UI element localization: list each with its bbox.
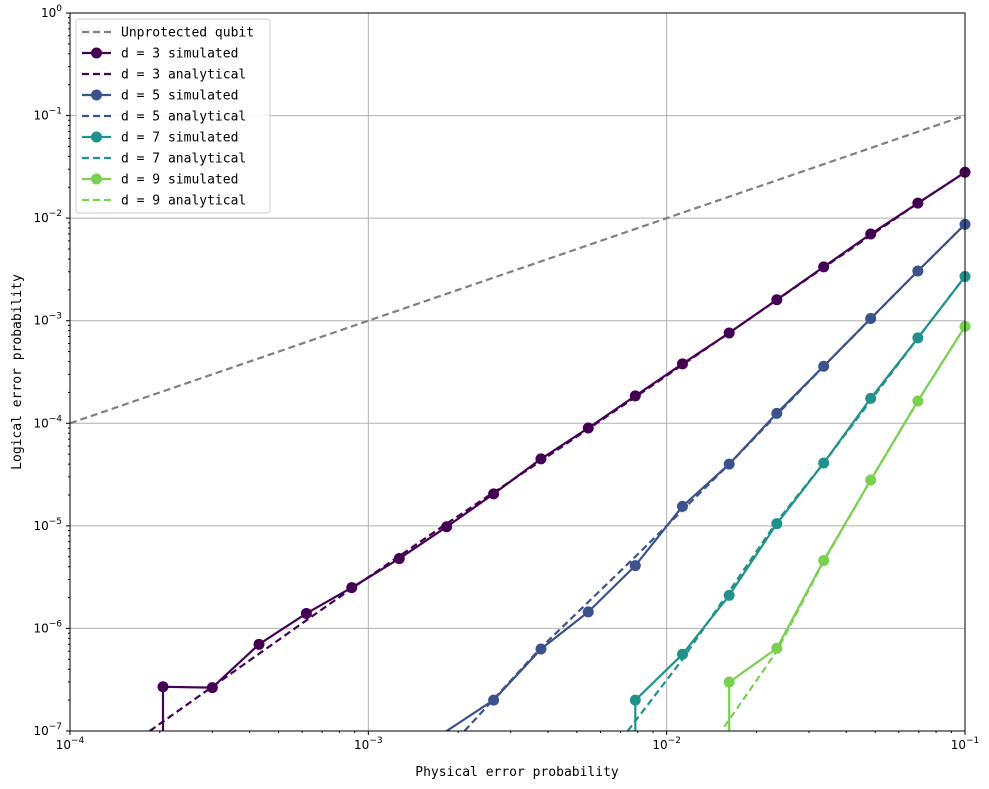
data-point-d-5-simulated <box>535 643 547 655</box>
data-point-d-3-simulated <box>582 422 594 434</box>
data-point-d-3-simulated <box>912 197 924 209</box>
legend-marker-d-3-simulated <box>91 47 102 59</box>
data-point-d-5-simulated <box>818 360 830 372</box>
x-tick-label: 10−2 <box>652 736 681 752</box>
legend-box <box>75 18 271 214</box>
y-tick-label: 10−6 <box>33 619 62 635</box>
data-point-d-9-simulated <box>771 642 783 654</box>
data-point-d-3-simulated <box>865 228 877 240</box>
data-point-d-9-simulated <box>723 676 735 688</box>
data-point-d-3-simulated <box>157 681 169 693</box>
y-axis-ticks: 10−7 10−6 10−5 10−4 10−3 10−2 10−1 100 <box>33 4 70 738</box>
x-axis-label: Physical error probability <box>415 765 619 780</box>
series-line-d-5-analytical <box>463 223 965 731</box>
y-tick-label: 10−5 <box>33 517 62 533</box>
y-tick-label: 10−3 <box>33 312 62 328</box>
y-tick-label: 10−1 <box>33 107 62 123</box>
data-point-d-7-simulated <box>723 589 735 601</box>
series-line-unprotected-qubit <box>70 114 965 425</box>
data-point-d-3-simulated <box>346 582 358 594</box>
data-point-d-3-simulated <box>818 261 830 273</box>
legend-label-d-9-analytical: d = 9 analytical <box>121 194 246 209</box>
legend-label-d-5-simulated: d = 5 simulated <box>121 89 238 104</box>
data-point-d-3-simulated <box>771 294 783 306</box>
data-point-d-9-simulated <box>818 554 830 566</box>
data-point-d-3-simulated <box>535 453 547 465</box>
data-point-d-7-simulated <box>818 457 830 469</box>
data-point-d-3-simulated <box>441 521 453 533</box>
data-point-d-7-simulated <box>629 694 641 706</box>
legend-label-d-7-simulated: d = 7 simulated <box>121 131 238 146</box>
data-point-d-3-simulated <box>677 358 689 370</box>
grid <box>70 13 965 731</box>
data-point-d-5-simulated <box>865 313 877 325</box>
y-tick-label: 10−4 <box>33 414 62 430</box>
legend-marker-d-7-simulated <box>91 131 102 143</box>
x-tick-label: 10−3 <box>354 736 383 752</box>
data-point-d-3-simulated <box>300 607 312 619</box>
data-point-d-5-simulated <box>629 560 641 572</box>
data-point-d-5-simulated <box>677 500 689 512</box>
y-axis-label: Logical error probability <box>10 274 25 470</box>
series-line-d-9-analytical <box>723 325 965 728</box>
data-point-d-7-simulated <box>912 332 924 344</box>
data-point-d-3-simulated <box>393 553 405 565</box>
data-point-d-3-simulated <box>253 638 265 650</box>
legend-marker-d-9-simulated <box>91 173 102 185</box>
data-point-d-3-simulated <box>629 390 641 402</box>
legend-label-unprotected-qubit: Unprotected qubit <box>121 26 254 41</box>
data-point-d-5-simulated <box>488 694 500 706</box>
y-tick-label: 10−7 <box>33 722 62 738</box>
data-point-d-7-simulated <box>677 648 689 660</box>
legend-marker-d-5-simulated <box>91 89 102 101</box>
series-line-d-5-simulated <box>445 223 965 731</box>
data-point-d-5-simulated <box>723 458 735 470</box>
data-point-d-5-simulated <box>912 265 924 277</box>
series-line-d-3-simulated <box>161 171 965 731</box>
x-tick-label: 10−4 <box>56 736 85 752</box>
x-axis-ticks: 10−4 10−3 10−2 10−1 <box>56 731 980 752</box>
y-tick-label: 100 <box>41 4 62 20</box>
x-tick-label: 10−1 <box>951 736 980 752</box>
data-point-d-7-simulated <box>771 518 783 530</box>
data-point-d-9-simulated <box>865 474 877 486</box>
plot-frame <box>69 12 966 732</box>
data-point-d-5-simulated <box>771 407 783 419</box>
legend-label-d-9-simulated: d = 9 simulated <box>121 173 238 188</box>
legend-label-d-3-simulated: d = 3 simulated <box>121 47 238 62</box>
legend-label-d-3-analytical: d = 3 analytical <box>121 68 246 83</box>
marker-layer <box>157 166 971 706</box>
data-point-d-3-simulated <box>723 327 735 339</box>
data-point-d-7-simulated <box>865 392 877 404</box>
legend-label-d-7-analytical: d = 7 analytical <box>121 152 246 167</box>
legend-label-d-5-analytical: d = 5 analytical <box>121 110 246 125</box>
legend: Unprotected qubit d = 3 simulated d = 3 an… <box>75 18 271 214</box>
y-tick-label: 10−2 <box>33 209 62 225</box>
data-point-d-3-simulated <box>488 488 500 500</box>
data-point-d-5-simulated <box>582 606 594 618</box>
data-point-d-9-simulated <box>912 395 924 407</box>
series-line-d-3-analytical <box>149 171 965 731</box>
data-point-d-3-simulated <box>206 682 218 694</box>
